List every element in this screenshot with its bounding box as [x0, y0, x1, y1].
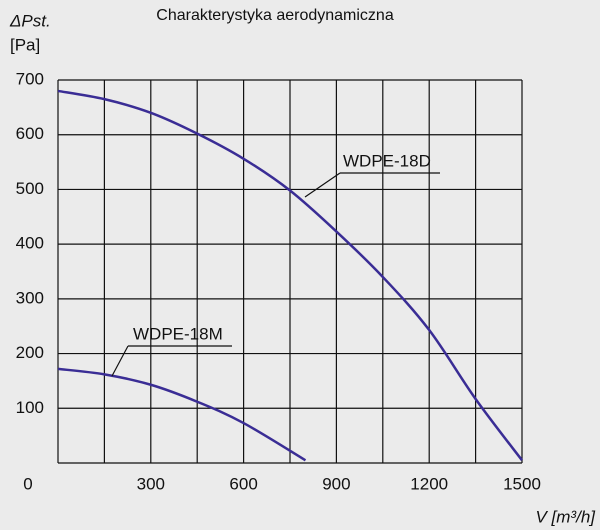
y-tick-label: 500	[16, 179, 44, 198]
chart-title: Charakterystyka aerodynamiczna	[156, 7, 394, 24]
x-tick-label: 900	[322, 474, 350, 493]
x-axis-label: V [m³/h]	[535, 507, 596, 526]
y-tick-label: 700	[16, 69, 44, 88]
y-tick-label: 100	[16, 398, 44, 417]
x-tick-label: 0	[23, 474, 32, 493]
series-label: WDPE-18D	[343, 151, 431, 170]
y-axis-label: ΔPst.	[9, 11, 51, 30]
y-tick-label: 400	[16, 234, 44, 253]
x-tick-label: 1200	[410, 474, 448, 493]
x-tick-label: 300	[137, 474, 165, 493]
y-tick-label: 300	[16, 288, 44, 307]
x-tick-label: 600	[229, 474, 257, 493]
y-tick-label: 600	[16, 124, 44, 143]
label-leader	[111, 345, 129, 377]
y-tick-label: 200	[16, 343, 44, 362]
y-axis-unit: [Pa]	[10, 35, 40, 54]
series-line	[57, 89, 523, 462]
series-line	[57, 367, 307, 462]
x-tick-label: 1500	[503, 474, 541, 493]
label-leader	[304, 172, 341, 198]
series-label: WDPE-18M	[133, 324, 223, 343]
